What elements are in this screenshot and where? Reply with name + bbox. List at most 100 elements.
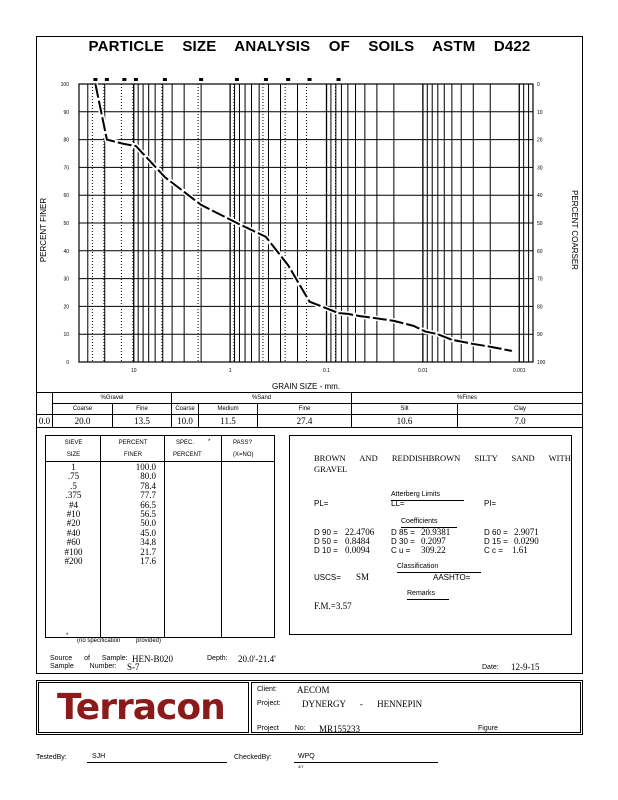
data-point [106, 139, 108, 141]
date-value: 12-9-15 [511, 662, 540, 672]
x-tick-label: 0.1 [323, 368, 330, 374]
sieve-marker [307, 78, 312, 81]
project-label: Project: [257, 700, 281, 707]
data-point [287, 264, 289, 266]
percent-finer: 66.5 [140, 499, 156, 510]
y-tick-label-right: 50 [537, 221, 543, 227]
d10-value: 0.0094 [345, 545, 370, 555]
ll-label: LL= [391, 499, 405, 508]
group-sand: %Sand [171, 392, 352, 404]
clay-value: 7.0 [457, 414, 583, 428]
x-tick-label: 1 [229, 368, 232, 374]
project-value: DYNERGY - HENNEPIN [302, 699, 423, 709]
remarks-heading: Remarks [407, 590, 436, 597]
header-clay: Clay [457, 403, 583, 415]
percent-finer-values: 100.0 80.0 78.4 77.7 66.5 56.5 50.0 45.0 34.8 21.… [101, 462, 156, 566]
percent-finer: 50.0 [140, 518, 156, 529]
page-title: PARTICLE SIZE ANALYSIS OF SOILS ASTM D42… [88, 38, 531, 55]
y-tick-label-right: 0 [537, 82, 540, 88]
sand-coarse-value: 10.0 [171, 414, 199, 428]
sample-number-value: S-7 [127, 662, 140, 672]
client-value: AECOM [297, 685, 330, 695]
sieve-header: SIEVE [64, 440, 83, 446]
source-label: Source of Sample: [50, 655, 128, 662]
cu-label: C u = [391, 546, 411, 555]
spec-star: * [208, 439, 211, 445]
data-point [359, 315, 361, 317]
atterberg-heading: Atterberg Limits [391, 491, 441, 498]
sieve-marker [234, 78, 239, 81]
d15-value: 0.0290 [514, 536, 539, 546]
header-sand-medium: Medium [198, 403, 258, 415]
x-tick-label: 10 [131, 368, 137, 374]
percent-finer: 45.0 [140, 527, 156, 538]
sieve-size: #60 [66, 537, 81, 548]
y-tick-label-right: 80 [537, 304, 543, 310]
y-tick-label-right: 30 [537, 165, 543, 171]
pass-header: PASS? [233, 440, 252, 446]
data-point [489, 346, 491, 348]
d60-value: 2.9071 [514, 527, 539, 537]
y-tick-label-right: 40 [537, 193, 543, 199]
data-point [200, 204, 202, 206]
y-tick-label-left: 90 [63, 110, 69, 116]
y-tick-label-right: 60 [537, 249, 543, 255]
logo-box: Terracon [38, 682, 249, 733]
d50-value: 0.8484 [345, 536, 370, 546]
aashto-label: AASHTO= [433, 573, 471, 582]
sieve-size: #100 [64, 546, 83, 557]
y-tick-label-right: 90 [537, 332, 543, 338]
x-axis-label: GRAIN SIZE - mm. [272, 382, 340, 391]
sieve-size: #40 [66, 527, 81, 538]
sieve-marker [133, 78, 138, 81]
gradation-table: %Gravel %Sand %Fines Coarse Fine Coarse … [36, 392, 583, 428]
no-spec-note-b: provided) [136, 638, 162, 644]
y-tick-label-left: 50 [63, 221, 69, 227]
spec-percent-header: PERCENT [173, 452, 202, 458]
d90-label: D 90 = [314, 528, 338, 537]
sieve-marker [336, 78, 341, 81]
soil-description-box: BROWN AND REDDISHBROWN SILTY SAND WITH G… [289, 435, 572, 635]
data-point [337, 312, 340, 314]
cc-label: C c = [484, 546, 503, 555]
date-label: Date: [482, 664, 499, 671]
d90-value: 22.4706 [345, 527, 375, 537]
gravel-coarse-value: 20.0 [52, 414, 113, 428]
data-point [265, 236, 267, 238]
d85-label: D 85 = [391, 528, 415, 537]
checked-by-value: WPQ [294, 753, 438, 763]
checked-by-note: 4/7 [298, 764, 304, 769]
header-gravel-fine: Fine [112, 403, 172, 415]
y-tick-label-right: 10 [537, 110, 543, 116]
sieve-marker [162, 78, 167, 81]
pl-label: PL= [314, 499, 329, 508]
data-point [437, 333, 439, 335]
data-point [393, 320, 395, 322]
data-point [472, 343, 474, 345]
uscs-label: USCS= [314, 573, 341, 582]
spec-header: SPEC. [176, 440, 195, 446]
sieve-size: #10 [66, 509, 81, 520]
y-tick-label-left: 20 [63, 304, 69, 310]
sieve-size: #200 [64, 556, 83, 567]
project-no-label: Project No: [257, 725, 306, 732]
figure-label: Figure [478, 725, 498, 732]
data-point [511, 350, 513, 352]
fineness-modulus: F.M.=3.57 [314, 601, 352, 611]
y-tick-label-right: 100 [537, 360, 546, 366]
y-tick-label-left: 30 [63, 277, 69, 283]
y-axis-label-right: PERCENT COARSER [570, 190, 579, 270]
d10-label: D 10 = [314, 546, 338, 555]
sieve-size: 1 [71, 462, 76, 472]
project-no-value: MR155233 [319, 724, 361, 734]
header-sand-fine: Fine [257, 403, 352, 415]
report-frame [36, 36, 583, 674]
percent-finer: 100.0 [135, 462, 156, 472]
sieve-marker [104, 78, 109, 81]
description-line2: GRAVEL [314, 464, 348, 474]
y-tick-label-left: 0 [66, 360, 69, 366]
sieve-size: #20 [66, 518, 81, 529]
d30-label: D 30 = [391, 537, 415, 546]
header-sand-coarse: Coarse [171, 403, 199, 415]
gradation-curve [94, 83, 512, 352]
